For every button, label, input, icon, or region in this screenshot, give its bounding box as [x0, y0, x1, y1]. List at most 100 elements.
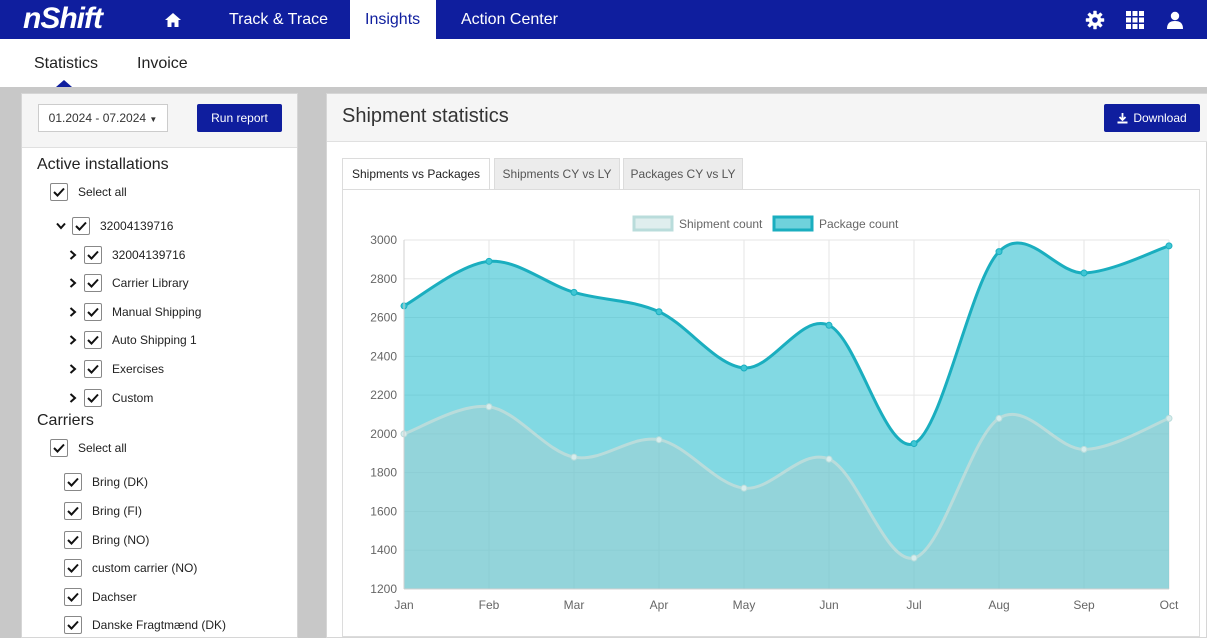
package-point: [740, 364, 748, 372]
checkbox-checked-icon[interactable]: [64, 531, 82, 549]
gear-icon[interactable]: [1083, 8, 1107, 32]
chevron-right-icon[interactable]: [66, 305, 80, 319]
legend-swatch-shipment: [632, 215, 674, 232]
select-all-label: Select all: [78, 185, 127, 199]
chevron-right-icon[interactable]: [66, 333, 80, 347]
carrier-item[interactable]: Dachser: [64, 587, 137, 607]
package-point: [1080, 269, 1088, 277]
checkbox-checked-icon[interactable]: [84, 274, 102, 292]
checkbox-checked-icon[interactable]: [84, 303, 102, 321]
statistics-panel: Shipment statistics Download Shipments v…: [326, 93, 1207, 638]
shipment-count-area: [404, 406, 1169, 589]
y-tick-label: 1600: [370, 504, 397, 518]
user-icon[interactable]: [1163, 8, 1187, 32]
checkbox-checked-icon[interactable]: [64, 559, 82, 577]
legend-label-package: Package count: [819, 217, 899, 231]
carriers-select-all[interactable]: Select all: [50, 438, 127, 458]
checkbox-checked-icon[interactable]: [84, 246, 102, 264]
checkbox-checked-icon[interactable]: [50, 439, 68, 457]
checkbox-checked-icon[interactable]: [64, 502, 82, 520]
date-range-select[interactable]: 01.2024 - 07.2024 ▼: [38, 104, 168, 132]
package-point: [825, 321, 833, 329]
installation-item[interactable]: Exercises: [66, 359, 164, 379]
legend-label-shipment: Shipment count: [679, 217, 763, 231]
x-tick-label: Feb: [479, 598, 500, 612]
checkbox-checked-icon[interactable]: [64, 473, 82, 491]
package-point: [570, 288, 578, 296]
y-tick-label: 1400: [370, 543, 397, 557]
installations-title: Active installations: [37, 156, 169, 173]
apps-grid-icon[interactable]: [1123, 8, 1147, 32]
checkbox-checked-icon[interactable]: [64, 588, 82, 606]
checkbox-checked-icon[interactable]: [84, 360, 102, 378]
carriers-title: Carriers: [37, 412, 94, 429]
installation-label: Carrier Library: [112, 276, 189, 290]
y-tick-label: 2400: [370, 349, 397, 363]
package-point: [910, 440, 918, 448]
carrier-item[interactable]: Danske Fragtmænd (DK): [64, 615, 226, 635]
installation-item[interactable]: Carrier Library: [66, 273, 189, 293]
legend-swatch-package: [772, 215, 814, 232]
top-navigation-bar: nShift Track & Trace Insights Action Cen…: [0, 0, 1207, 39]
x-tick-label: Sep: [1073, 598, 1095, 612]
carrier-label: Danske Fragtmænd (DK): [92, 618, 227, 632]
chart-container: 1200 1400 1600 1800 2000 2200 2400 2600 2800 3000…: [342, 189, 1200, 637]
tab-shipments-vs-packages[interactable]: Shipments vs Packages: [342, 158, 490, 190]
checkbox-checked-icon[interactable]: [72, 217, 90, 235]
installation-item[interactable]: Custom: [66, 388, 153, 408]
carrier-item[interactable]: Bring (DK): [64, 472, 148, 492]
installation-label: Auto Shipping 1: [112, 333, 197, 347]
download-button[interactable]: Download: [1104, 104, 1200, 132]
installation-item[interactable]: 32004139716: [66, 245, 185, 265]
tab-invoice[interactable]: Invoice: [137, 55, 188, 72]
chevron-right-icon[interactable]: [66, 391, 80, 405]
nshift-logo[interactable]: nShift: [23, 2, 103, 35]
filter-header: 01.2024 - 07.2024 ▼ Run report: [22, 94, 297, 148]
package-count-line: [403, 241, 1170, 446]
chevron-right-icon[interactable]: [66, 248, 80, 262]
y-tick-label: 2600: [370, 311, 397, 325]
nav-action-center[interactable]: Action Center: [461, 11, 558, 28]
x-tick-label: Aug: [988, 598, 1009, 612]
chevron-right-icon[interactable]: [66, 362, 80, 376]
x-tick-label: Jul: [906, 598, 921, 612]
shipment-point: [995, 414, 1003, 422]
carrier-item[interactable]: custom carrier (NO): [64, 558, 197, 578]
carrier-label: Bring (DK): [92, 475, 149, 489]
chevron-down-icon[interactable]: [54, 219, 68, 233]
installation-root[interactable]: 32004139716: [54, 216, 173, 236]
tab-packages-cy-vs-ly[interactable]: Packages CY vs LY: [623, 158, 743, 189]
installation-label: Manual Shipping: [112, 305, 202, 319]
nav-insights[interactable]: Insights: [350, 0, 436, 39]
installation-item[interactable]: Manual Shipping: [66, 302, 201, 322]
checkbox-checked-icon[interactable]: [84, 389, 102, 407]
y-tick-label: 1800: [370, 466, 397, 480]
installation-label: Exercises: [112, 362, 165, 376]
installations-select-all[interactable]: Select all: [50, 182, 127, 202]
carrier-label: custom carrier (NO): [92, 561, 198, 575]
y-tick-label: 2000: [370, 427, 397, 441]
tab-shipments-cy-vs-ly[interactable]: Shipments CY vs LY: [494, 158, 620, 189]
checkbox-checked-icon[interactable]: [64, 616, 82, 634]
shipment-chart: 1200 1400 1600 1800 2000 2200 2400 2600 2800 3000…: [370, 215, 1179, 612]
installation-item[interactable]: Auto Shipping 1: [66, 330, 197, 350]
carrier-item[interactable]: Bring (FI): [64, 501, 142, 521]
home-icon[interactable]: [160, 7, 186, 33]
checkbox-checked-icon[interactable]: [84, 331, 102, 349]
shipment-point: [485, 403, 493, 411]
run-report-button[interactable]: Run report: [197, 104, 282, 132]
checkbox-checked-icon[interactable]: [50, 183, 68, 201]
x-tick-label: Jun: [819, 598, 838, 612]
shipment-point: [1080, 445, 1088, 453]
sub-navigation: Statistics Invoice: [0, 39, 1207, 87]
carrier-item[interactable]: Bring (NO): [64, 530, 149, 550]
active-tab-indicator: [56, 80, 72, 87]
tab-statistics[interactable]: Statistics: [34, 55, 99, 72]
chevron-right-icon[interactable]: [66, 276, 80, 290]
y-tick-label: 3000: [370, 233, 397, 247]
shipment-point: [740, 484, 748, 492]
nav-track-trace[interactable]: Track & Trace: [229, 11, 328, 28]
date-range-value: 01.2024 - 07.2024: [48, 111, 147, 125]
y-tick-label: 2800: [370, 272, 397, 286]
x-tick-label: Jan: [394, 598, 413, 612]
